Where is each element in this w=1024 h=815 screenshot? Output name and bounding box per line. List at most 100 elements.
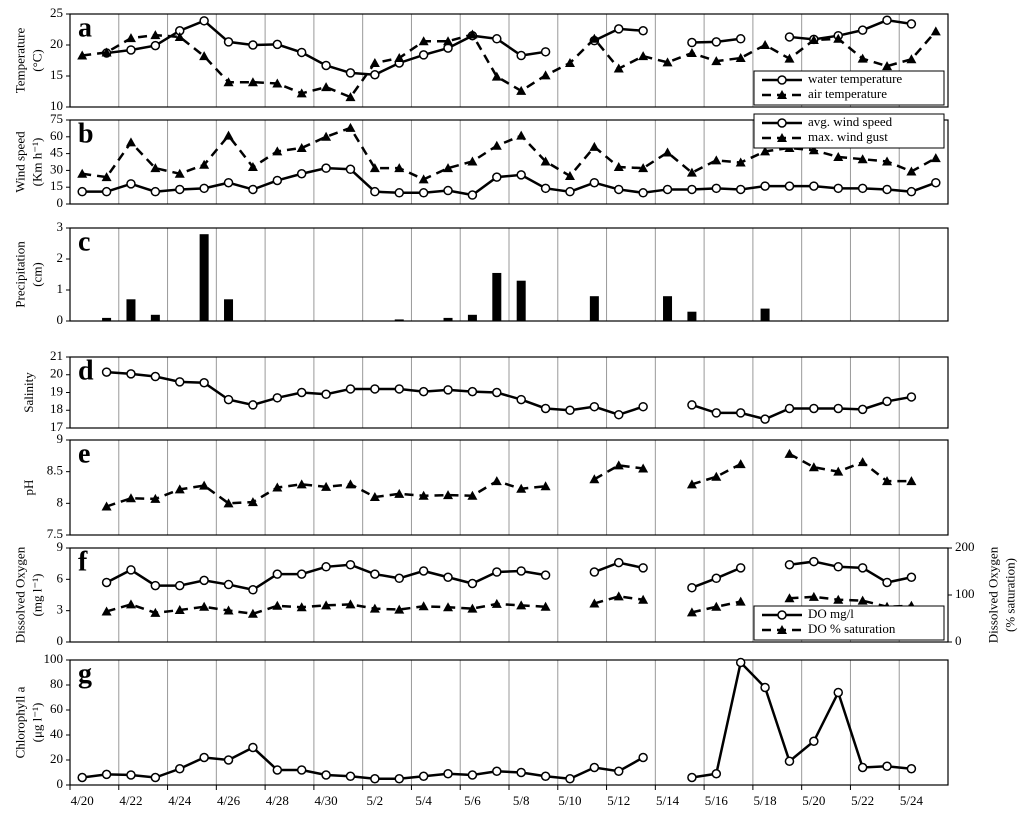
marker	[882, 156, 893, 166]
marker	[77, 168, 88, 178]
marker	[833, 594, 844, 604]
axis-label: (Km h⁻¹)	[29, 138, 44, 187]
marker	[491, 476, 502, 486]
bar	[760, 308, 770, 321]
marker	[199, 51, 210, 61]
x-tick-label: 4/20	[71, 793, 94, 808]
y-tick-label: 40	[50, 726, 63, 741]
marker	[540, 570, 551, 580]
marker	[418, 771, 429, 781]
x-tick-label: 5/4	[415, 793, 432, 808]
bar	[102, 317, 112, 321]
y-tick-label: 0	[57, 633, 64, 648]
marker	[857, 53, 868, 63]
x-tick-label: 4/30	[315, 793, 338, 808]
y-tick-label: 100	[44, 651, 64, 666]
marker	[711, 573, 722, 584]
marker	[272, 146, 283, 156]
marker	[150, 163, 161, 173]
marker	[223, 605, 234, 615]
marker	[491, 598, 502, 608]
marker	[638, 188, 648, 198]
marker	[370, 569, 380, 579]
marker	[345, 92, 356, 102]
y-tick-label: 15	[50, 67, 63, 82]
x-tick-label: 4/28	[266, 793, 289, 808]
y2-tick-label: 0	[955, 633, 962, 648]
marker	[516, 50, 526, 61]
y-tick-label: 20	[50, 36, 63, 51]
marker	[589, 33, 600, 43]
marker	[199, 752, 209, 763]
marker	[808, 591, 819, 601]
marker	[833, 151, 844, 161]
legend-label: max. wind gust	[808, 129, 888, 144]
marker	[126, 770, 136, 780]
marker	[174, 605, 185, 615]
marker	[175, 377, 185, 387]
marker	[272, 39, 283, 50]
marker	[638, 752, 648, 763]
marker	[77, 50, 88, 60]
marker	[857, 762, 868, 773]
marker	[906, 54, 917, 64]
marker	[345, 164, 356, 175]
bar	[687, 311, 697, 321]
axis-label: (cm)	[29, 262, 44, 287]
marker	[125, 493, 136, 503]
marker	[516, 85, 527, 95]
marker	[150, 607, 161, 617]
legend-label: avg. wind speed	[808, 114, 893, 129]
marker	[784, 32, 795, 42]
marker	[370, 384, 380, 394]
marker	[638, 463, 649, 473]
axis-label: Chlorophyll a	[12, 686, 27, 758]
marker	[565, 774, 575, 784]
bar	[492, 272, 502, 321]
marker	[662, 57, 673, 67]
marker	[296, 479, 307, 489]
marker	[638, 401, 648, 412]
marker	[125, 599, 136, 609]
marker	[857, 404, 868, 415]
marker	[906, 166, 917, 176]
marker	[248, 585, 258, 595]
plot-frame	[69, 13, 949, 108]
marker	[223, 37, 234, 47]
marker	[906, 764, 917, 774]
marker	[321, 163, 331, 173]
marker	[443, 490, 454, 500]
marker	[638, 563, 648, 573]
marker	[882, 396, 892, 407]
bar	[126, 299, 136, 321]
marker	[760, 146, 771, 156]
legend-box	[753, 605, 945, 641]
marker	[126, 179, 136, 189]
marker	[345, 122, 356, 132]
marker	[687, 184, 697, 195]
marker	[516, 566, 526, 576]
marker	[418, 174, 429, 184]
axis-label: (mg l⁻¹)	[29, 574, 44, 617]
marker	[174, 31, 185, 41]
marker	[662, 147, 673, 157]
y-tick-label: 20	[50, 366, 63, 381]
y-tick-label: 0	[57, 776, 64, 791]
marker	[418, 50, 429, 60]
marker	[760, 181, 770, 191]
marker	[711, 56, 722, 66]
marker	[296, 569, 307, 579]
panel-letter: a	[78, 12, 92, 43]
plot-frame	[69, 119, 949, 205]
marker	[711, 601, 722, 611]
marker	[150, 186, 161, 197]
marker	[906, 186, 917, 197]
marker	[857, 595, 868, 605]
marker	[247, 497, 258, 507]
marker	[857, 563, 868, 573]
marker	[394, 163, 405, 173]
marker	[272, 482, 283, 492]
marker	[735, 157, 746, 167]
marker	[150, 371, 161, 382]
marker	[760, 682, 770, 693]
